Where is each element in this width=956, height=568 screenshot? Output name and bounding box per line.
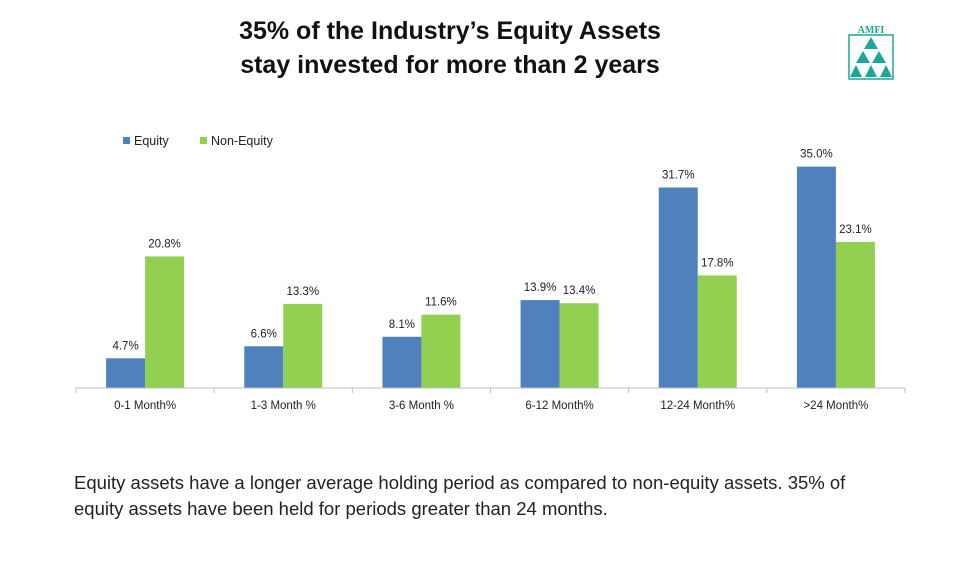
data-labels: 4.7% 20.8% 6.6% 13.3% 8.1% 11.6% 13.9% 13.4% 31.…: [112, 149, 871, 353]
legend-label-equity: Equity: [134, 134, 169, 148]
data-label-equity-1: 4.7%: [112, 340, 138, 352]
data-label-non-equity-5: 17.8%: [701, 257, 734, 269]
title-line-2: stay invested for more than 2 years: [240, 51, 660, 79]
x-tick-label: 12-24 Month%: [660, 400, 735, 412]
caption-line-1: Equity assets have a longer average hold…: [74, 472, 846, 493]
amfi-logo-icon: AMFI: [848, 24, 894, 80]
bar-non-equity-4: [559, 303, 599, 388]
bar-equity-3: [382, 336, 422, 388]
data-label-equity-4: 13.9%: [524, 282, 557, 294]
bar-equity-4: [520, 300, 560, 388]
bar-equity-1: [106, 358, 146, 388]
page-title: 35% of the Industry’s Equity Assets stay…: [150, 14, 750, 82]
bar-equity-6: [796, 166, 836, 388]
caption: Equity assets have a longer average hold…: [74, 470, 914, 522]
data-label-non-equity-2: 13.3%: [286, 286, 319, 298]
bar-non-equity-6: [835, 241, 875, 388]
legend-swatch-non-equity: [200, 137, 207, 144]
bar-non-equity-1: [145, 256, 185, 388]
data-label-equity-3: 8.1%: [389, 319, 415, 331]
bar-chart: Equity Non-Equity 4.7% 20.8% 6.6% 13.3% 8.1% 1…: [75, 134, 906, 412]
logo-text: AMFI: [858, 25, 885, 36]
legend-swatch-equity: [123, 137, 130, 144]
bar-non-equity-5: [697, 275, 737, 388]
data-label-equity-6: 35.0%: [800, 149, 833, 161]
caption-line-2: equity assets have been held for periods…: [74, 498, 608, 519]
data-label-equity-5: 31.7%: [662, 169, 695, 181]
x-tick-label: 1-3 Month %: [251, 400, 316, 412]
legend-label-non-equity: Non-Equity: [211, 134, 274, 148]
bar-non-equity-2: [283, 303, 323, 388]
x-tick-label: 0-1 Month%: [114, 400, 176, 412]
data-label-equity-2: 6.6%: [251, 328, 277, 340]
data-label-non-equity-6: 23.1%: [839, 224, 872, 236]
x-tick-label: >24 Month%: [803, 400, 868, 412]
data-label-non-equity-1: 20.8%: [148, 238, 181, 250]
x-tick-label: 6-12 Month%: [525, 400, 593, 412]
x-tick-label: 3-6 Month %: [389, 400, 454, 412]
data-label-non-equity-3: 11.6%: [425, 297, 457, 309]
x-axis-labels: 0-1 Month% 1-3 Month % 3-6 Month % 6-12 Mon…: [114, 400, 868, 412]
bar-non-equity-3: [421, 314, 461, 388]
title-line-1: 35% of the Industry’s Equity Assets: [239, 17, 661, 45]
chart-legend: Equity Non-Equity: [123, 134, 274, 148]
data-label-non-equity-4: 13.4%: [563, 285, 596, 297]
bar-equity-2: [244, 346, 284, 388]
chart-bars: [106, 166, 875, 388]
bar-equity-5: [658, 187, 698, 388]
x-axis-ticks: [75, 388, 906, 393]
